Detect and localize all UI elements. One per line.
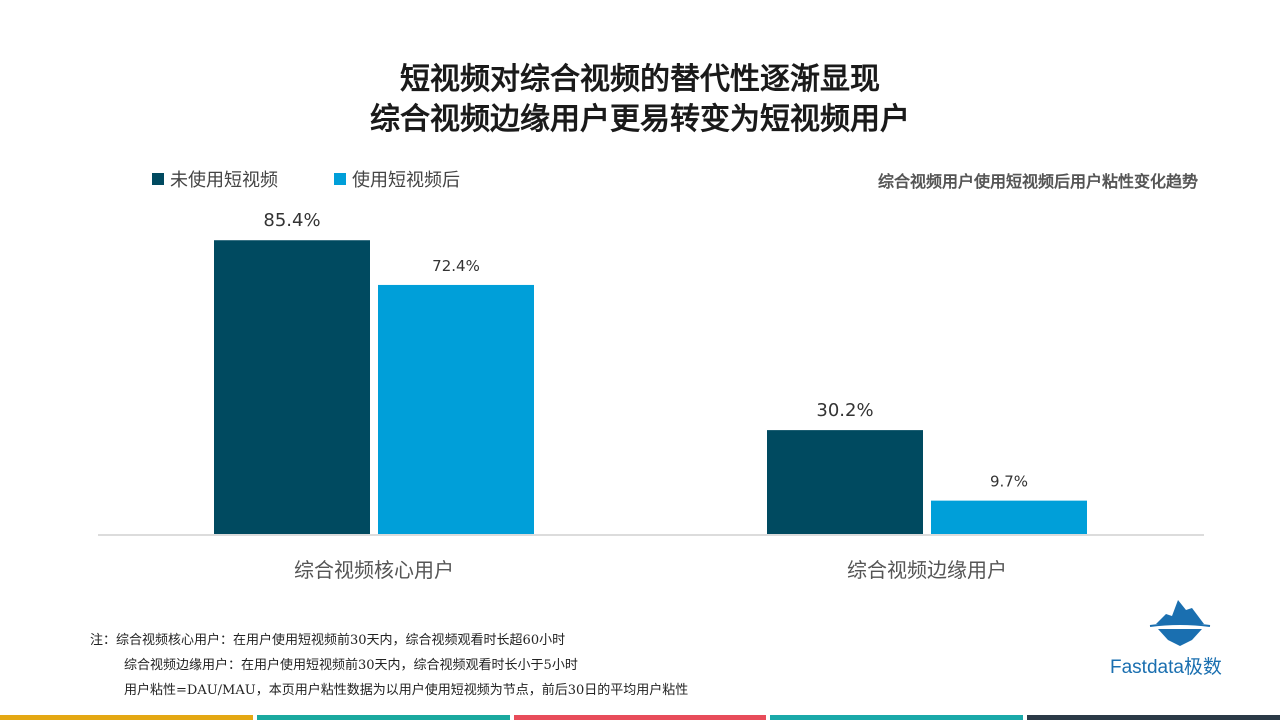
legend-label-after: 使用短视频后 [352, 170, 460, 191]
bottom-bar-segment [0, 715, 253, 720]
legend-item-after: 使用短视频后 [334, 166, 460, 192]
legend-item-before: 未使用短视频 [152, 166, 278, 192]
legend-swatch-after [334, 173, 346, 185]
data-label: 85.4% [263, 210, 320, 231]
bar-before [214, 240, 370, 534]
bottom-bar-segment [256, 715, 510, 720]
bar-before [767, 430, 923, 534]
footnote-stickiness: 用户粘性=DAU/MAU，本页用户粘性数据为以用户使用短视频为节点，前后30日的… [124, 683, 689, 698]
footnote-edge-users: 综合视频边缘用户：在用户使用短视频前30天内，综合视频观看时长小于5小时 [124, 658, 578, 673]
legend-label-before: 未使用短视频 [170, 170, 278, 191]
bottom-bar-segment [513, 715, 767, 720]
data-label: 30.2% [816, 400, 873, 421]
chart-title: 综合视频用户使用短视频后用户粘性变化趋势 [877, 172, 1198, 191]
footnote-core-users: 注：综合视频核心用户：在用户使用短视频前30天内，综合视频观看时长超60小时 [90, 633, 566, 648]
page-title-line2: 综合视频边缘用户更易转变为短视频用户 [370, 102, 910, 137]
bottom-color-bar [0, 715, 1280, 720]
data-label: 72.4% [432, 257, 480, 275]
x-tick-label: 综合视频边缘用户 [847, 558, 1007, 582]
bottom-bar-segment [770, 715, 1024, 720]
data-label: 9.7% [990, 473, 1028, 491]
page-title-line1: 短视频对综合视频的替代性逐渐显现 [400, 62, 880, 97]
brand-logo: Fastdata极数 [1100, 596, 1260, 686]
legend-swatch-before [152, 173, 164, 185]
bar-after [931, 500, 1087, 534]
chart-legend: 未使用短视频 使用短视频后 [152, 166, 516, 192]
logo-text: Fastdata极数 [1110, 657, 1222, 678]
bar-chart: 85.4% 72.4% 综合视频核心用户 30.2% 9.7% 综合视频边缘用户 [98, 210, 1204, 582]
x-tick-label: 综合视频核心用户 [294, 558, 454, 582]
iceberg-icon [1149, 600, 1211, 646]
footnotes: 注：综合视频核心用户：在用户使用短视频前30天内，综合视频观看时长超60小时 综… [90, 628, 688, 703]
bar-after [378, 284, 534, 534]
bottom-bar-segment [1027, 715, 1280, 720]
